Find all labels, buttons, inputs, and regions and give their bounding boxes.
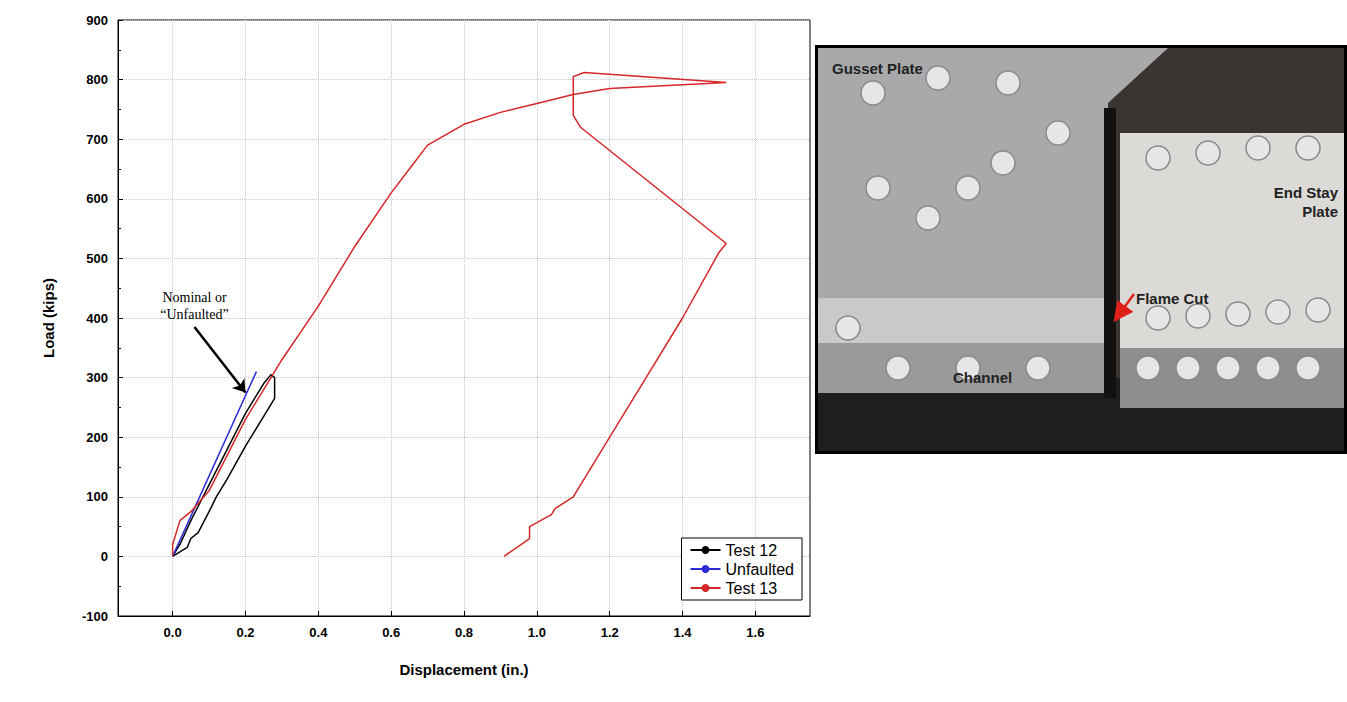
svg-text:1.0: 1.0 [528, 625, 546, 640]
svg-text:300: 300 [86, 370, 108, 385]
svg-text:0.6: 0.6 [382, 625, 400, 640]
svg-text:-100: -100 [82, 609, 108, 624]
svg-text:End StayPlate: End StayPlate [1274, 184, 1339, 220]
svg-text:500: 500 [86, 251, 108, 266]
svg-text:600: 600 [86, 191, 108, 206]
svg-text:Nominal or: Nominal or [162, 290, 226, 305]
svg-text:200: 200 [86, 430, 108, 445]
svg-text:1.2: 1.2 [601, 625, 619, 640]
svg-text:0.8: 0.8 [455, 625, 473, 640]
svg-text:Load (kips): Load (kips) [40, 278, 57, 358]
svg-text:0.4: 0.4 [309, 625, 328, 640]
svg-text:Gusset Plate: Gusset Plate [832, 60, 923, 77]
svg-text:1.6: 1.6 [746, 625, 764, 640]
svg-text:Test 12: Test 12 [726, 542, 778, 559]
svg-text:0.2: 0.2 [236, 625, 254, 640]
svg-text:700: 700 [86, 132, 108, 147]
svg-text:100: 100 [86, 489, 108, 504]
svg-text:0.0: 0.0 [164, 625, 182, 640]
svg-text:Unfaulted: Unfaulted [726, 561, 795, 578]
svg-text:400: 400 [86, 311, 108, 326]
svg-text:Test 13: Test 13 [726, 580, 778, 597]
svg-text:“Unfaulted”: “Unfaulted” [160, 307, 228, 322]
svg-text:1.4: 1.4 [673, 625, 692, 640]
svg-text:Channel: Channel [953, 369, 1012, 386]
svg-text:900: 900 [86, 13, 108, 28]
svg-text:Flame Cut: Flame Cut [1136, 290, 1209, 307]
svg-text:Displacement (in.): Displacement (in.) [399, 661, 528, 678]
svg-text:800: 800 [86, 72, 108, 87]
svg-text:0: 0 [101, 549, 108, 564]
